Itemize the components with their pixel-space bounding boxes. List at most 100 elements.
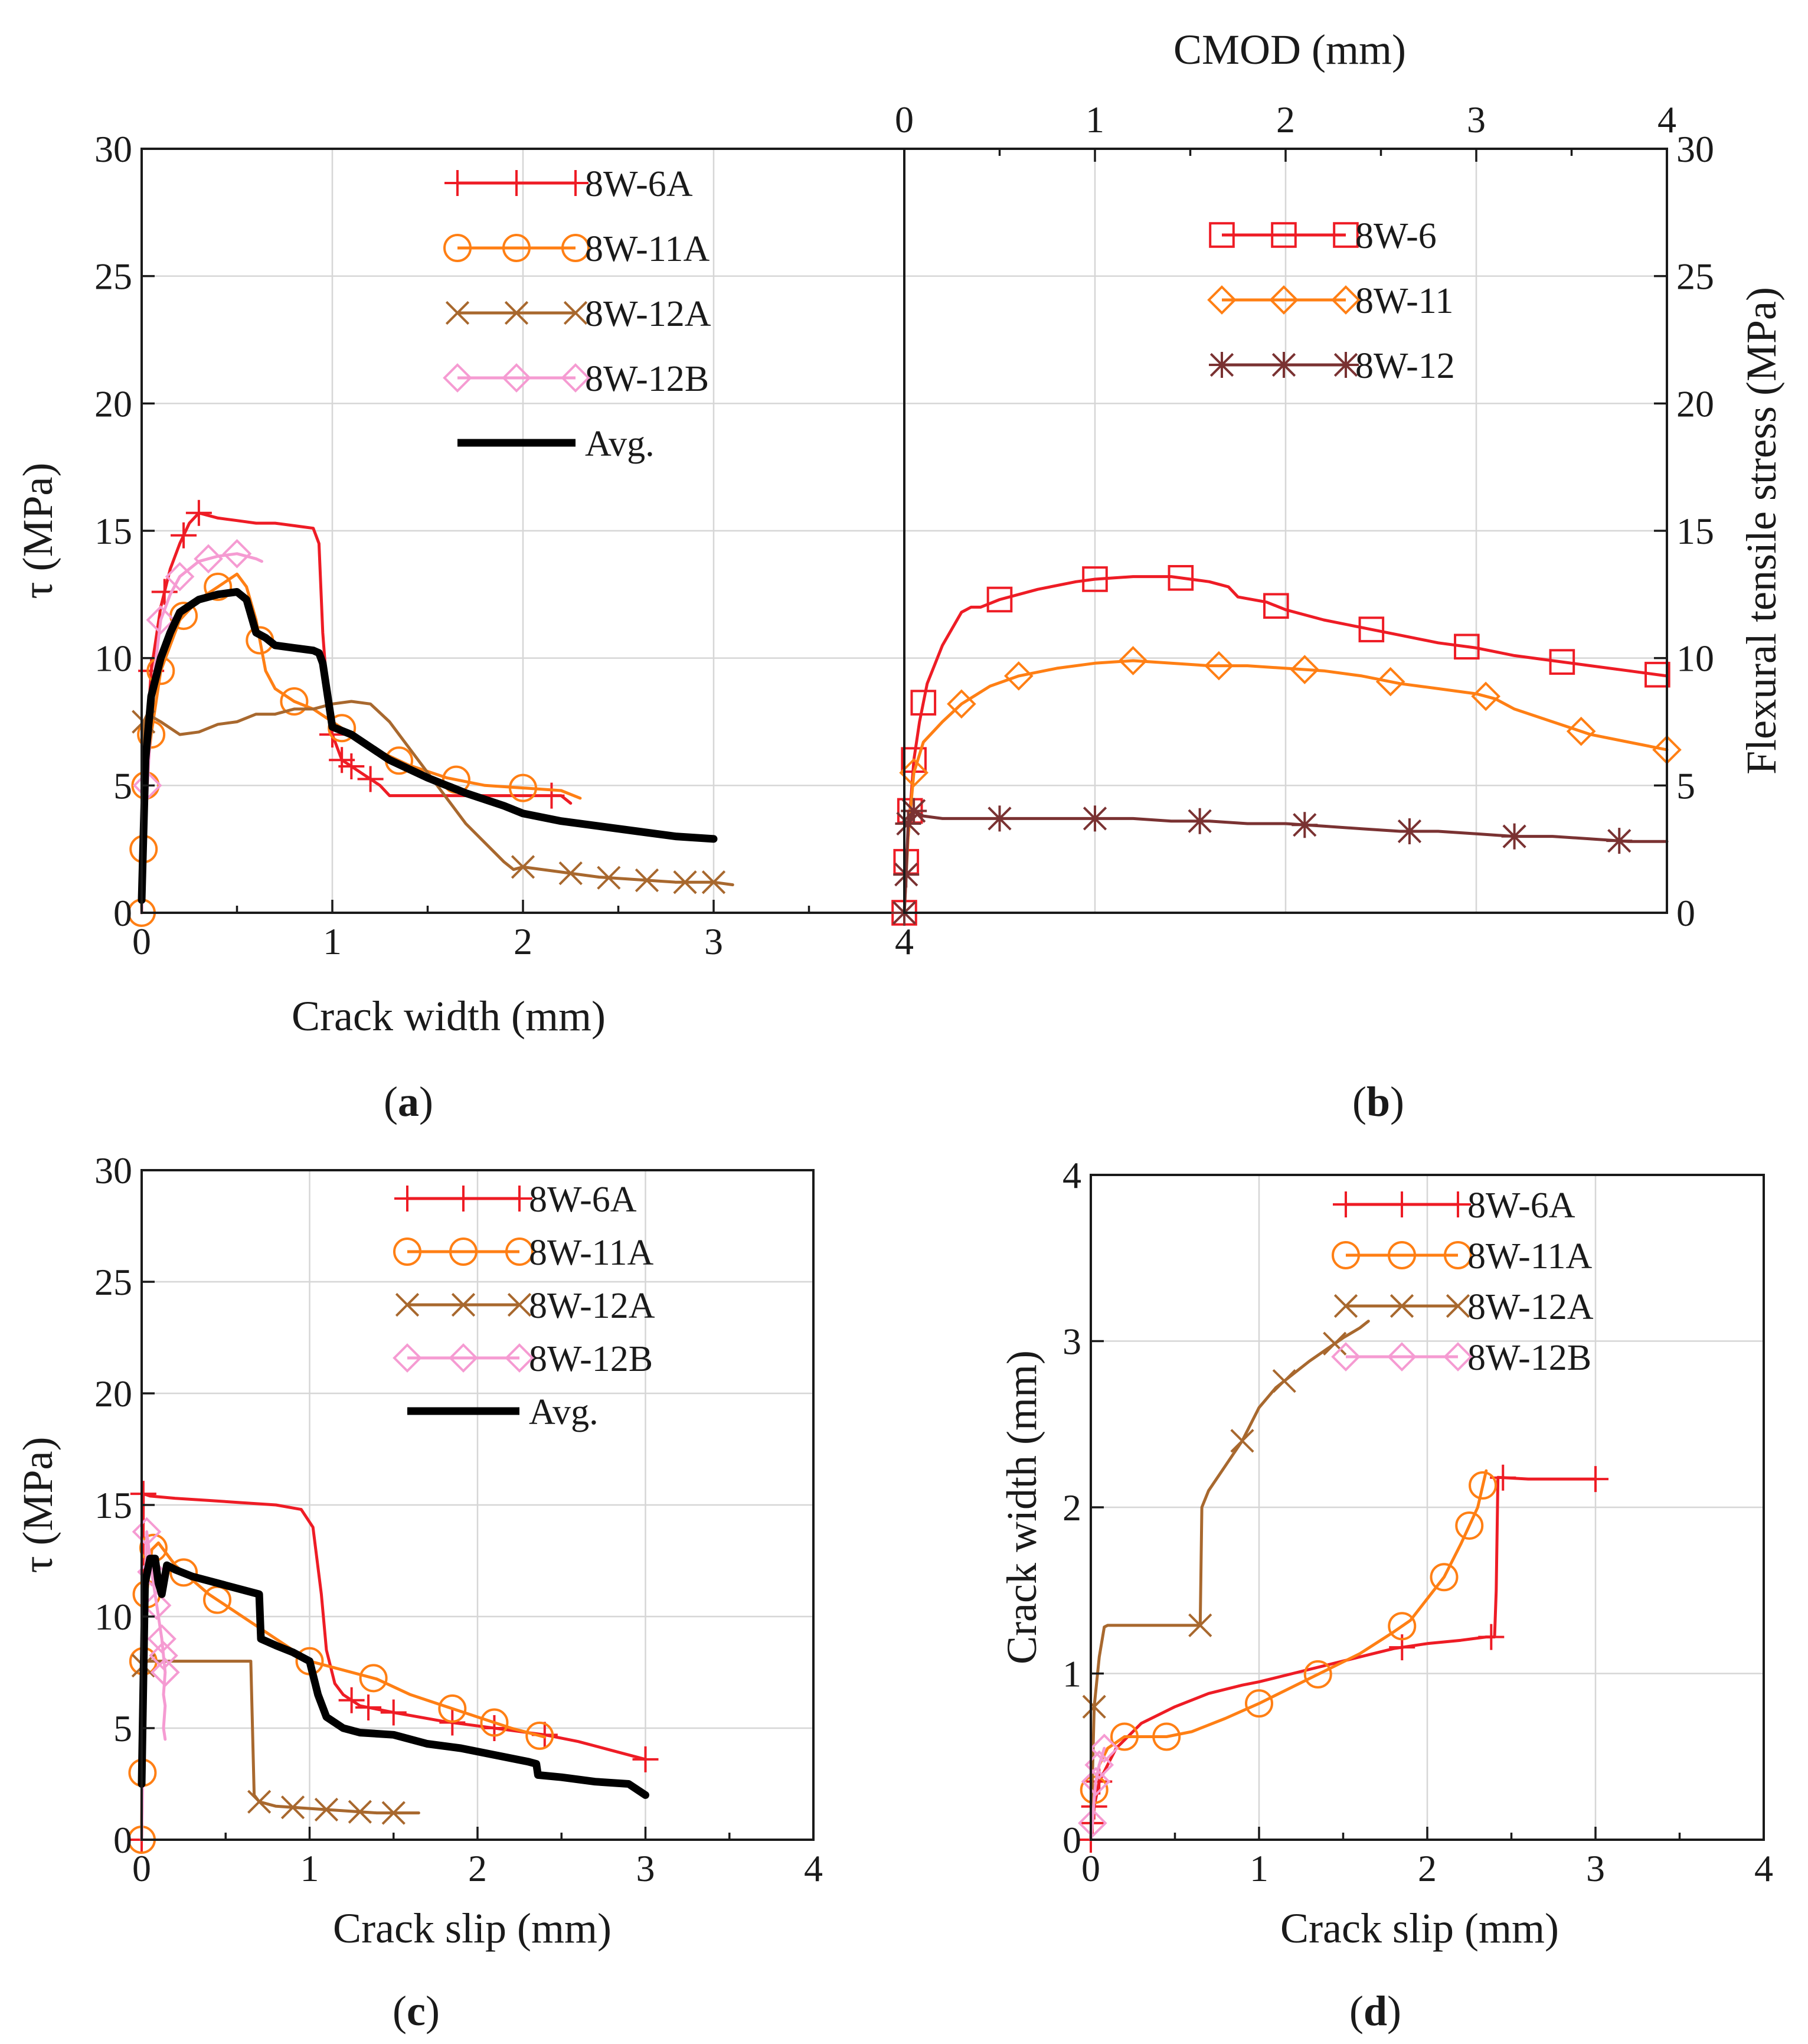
panel-a-legend-2-label: 8W-12A	[585, 294, 711, 334]
panel-b-series-1-marker-1	[947, 689, 976, 719]
panel-a-xlabel: Crack width (mm)	[292, 992, 606, 1040]
panel-d-series-3-marker-1	[1081, 1767, 1111, 1797]
panel-b-legend-0-marker-0	[1209, 222, 1235, 248]
panel-d-xtick-label-0: 0	[1081, 1847, 1100, 1889]
panel-a-xtick-label-0: 0	[132, 920, 151, 962]
panel-c-ytick-label-5: 5	[113, 1707, 132, 1749]
panel-b-series-2-marker-5	[1082, 805, 1108, 832]
panel-c-series-0-marker-8	[632, 1746, 659, 1772]
panel-a-series-2-line	[140, 700, 734, 915]
panel-c-series-2-marker-2	[280, 1795, 305, 1820]
panel-c-legend-0-label: 8W-6A	[529, 1180, 637, 1220]
panel-b-shared-origin-label: 4	[895, 920, 914, 962]
panel-c-legend-1-marker-2	[505, 1237, 534, 1266]
panel-c-ytick-label-20: 20	[94, 1373, 132, 1415]
panel-d-legend-1-marker-2	[1444, 1241, 1472, 1269]
panel-c-series-1-marker-10	[480, 1708, 509, 1737]
panel-c-legend-1-marker-0	[393, 1237, 421, 1266]
panel-d-series-2-marker-0	[1082, 1694, 1106, 1719]
panel-b-ytick-label-30: 30	[1676, 128, 1714, 170]
panel-a-legend-1-marker-0	[443, 234, 472, 262]
panel-a-series-2-marker-5	[673, 870, 697, 894]
panel-d-legend-2-marker-1	[1389, 1294, 1414, 1318]
panel-a-series-2-marker-3	[597, 866, 621, 890]
panel-c-series-0-marker-6	[481, 1715, 508, 1741]
panel-c-xtick-label-0: 0	[132, 1847, 151, 1889]
panel-d-ylabel: Crack width (mm)	[998, 1350, 1045, 1664]
panel-c-ytick-label-10: 10	[94, 1596, 132, 1638]
panel-d-legend: 8W-6A 8W-11A 8W-12A 8W-12B	[1331, 1186, 1594, 1378]
panel-a-series-3-marker-3	[194, 544, 223, 574]
panel-b-ylabel: Flexural tensile stress (MPa)	[1738, 287, 1785, 775]
panel-a-series-3-marker-1	[146, 605, 176, 635]
panel-b-series-1-marker-8	[1566, 716, 1596, 746]
panel-a-legend-0-marker-2	[563, 170, 589, 196]
panel-a-legend-2-marker-1	[504, 301, 529, 325]
panel-b-series	[891, 564, 1682, 926]
panel-d-series-3-marker-0	[1078, 1808, 1107, 1838]
panel-c-ylabel: τ (MPa)	[14, 1437, 61, 1573]
panel-a-series-3-marker-2	[165, 561, 195, 592]
panel-b-legend-2-marker-0	[1209, 352, 1235, 378]
panel-d: 0 1 2 3 4 0 1 2 3 4 Crack width (mm) Crack slip (…	[998, 1154, 1773, 2035]
panel-c-series-3-marker-1	[137, 1557, 166, 1587]
panel-d-series-2-marker-1	[1188, 1613, 1212, 1637]
panel-d-legend-3-marker-2	[1443, 1342, 1473, 1372]
panel-d-series-1-marker-2	[1152, 1722, 1181, 1751]
panel-b-series-2-marker-8	[1396, 818, 1423, 844]
panel-c-legend-3-label: 8W-12B	[529, 1339, 653, 1379]
panel-c-legend-3-marker-1	[449, 1343, 478, 1373]
panel-b-series-1-line	[903, 659, 1669, 915]
panel-a-legend-1-label: 8W-11A	[585, 229, 710, 269]
panel-a-series-0-marker-3	[185, 499, 212, 526]
panel-d-series-1-marker-3	[1245, 1689, 1273, 1718]
panel-c-legend-2-marker-2	[507, 1292, 532, 1317]
panel-a-series-0-marker-2	[171, 522, 197, 548]
panel-a-series-2-marker-1	[511, 855, 535, 879]
panel-b-ytick-label-5: 5	[1676, 765, 1695, 807]
panel-a-series-2-marker-2	[558, 861, 583, 886]
panel-b-xtick-label-0: 0	[895, 99, 914, 141]
panel-c-series-4-line	[138, 1555, 649, 1799]
panel-a-legend: 8W-6A 8W-11A 8W-12A 8W-12B Avg.	[443, 164, 711, 464]
panel-a-ytick-label-15: 15	[94, 510, 132, 552]
panel-d-series-1-marker-6	[1430, 1563, 1459, 1592]
panel-a-legend-0-marker-0	[444, 170, 470, 196]
panel-d-legend-2-label: 8W-12A	[1467, 1287, 1594, 1327]
panel-b-xtick-label-2: 2	[1276, 99, 1295, 141]
panel-b-series-2-marker-4	[986, 805, 1013, 832]
panel-a-series-0-marker-6	[338, 753, 365, 779]
panel-c-legend-1-label: 8W-11A	[529, 1233, 653, 1273]
panel-c-series	[127, 1481, 659, 1854]
panel-a-series-0-line	[140, 511, 573, 915]
panel-a-series-0-marker-7	[357, 766, 384, 792]
panel-b-series-0-marker-5	[986, 586, 1013, 613]
panel-b-series-2-marker-10	[1606, 828, 1633, 854]
panel-b-series-0-marker-9	[1358, 616, 1385, 642]
panel-c: 0 1 2 3 4 0 5 10 15 20 25 30 τ (MPa) Crack slip (mm…	[14, 1150, 823, 2035]
panel-c-legend-4-label: Avg.	[529, 1392, 599, 1432]
panel-b-series-0-marker-11	[1549, 649, 1575, 675]
panel-c-series-2-marker-3	[314, 1797, 339, 1822]
panel-d-series-1-marker-8	[1469, 1471, 1498, 1500]
panel-b-series-2-marker-2	[895, 811, 921, 837]
panel-b-legend-0-marker-1	[1271, 222, 1297, 248]
panel-b-legend-0-marker-2	[1333, 222, 1359, 248]
panel-c-series-2-marker-4	[348, 1800, 372, 1824]
panel-d-ytick-label-4: 4	[1062, 1154, 1081, 1196]
panel-b-xlabel: CMOD (mm)	[1173, 26, 1406, 73]
panel-d-series-2-line	[1089, 1320, 1370, 1841]
panel-b-series-1-marker-6	[1375, 667, 1405, 697]
panel-b-label: (b)	[1352, 1078, 1404, 1125]
panel-b-series-0-line	[903, 575, 1669, 915]
panel-d-series-1-line	[1089, 1469, 1488, 1841]
panel-a-grid	[142, 149, 904, 913]
panel-b-legend-2-marker-2	[1333, 352, 1359, 378]
panel-b-series-2-marker-7	[1292, 812, 1318, 838]
panel-a-series-4-line	[138, 588, 718, 904]
panel-d-series-3-line	[1089, 1746, 1106, 1841]
panel-d-xlabel: Crack slip (mm)	[1280, 1905, 1559, 1952]
panel-c-legend-0-marker-2	[506, 1186, 532, 1212]
panel-c-xtick-label-2: 2	[468, 1847, 487, 1889]
